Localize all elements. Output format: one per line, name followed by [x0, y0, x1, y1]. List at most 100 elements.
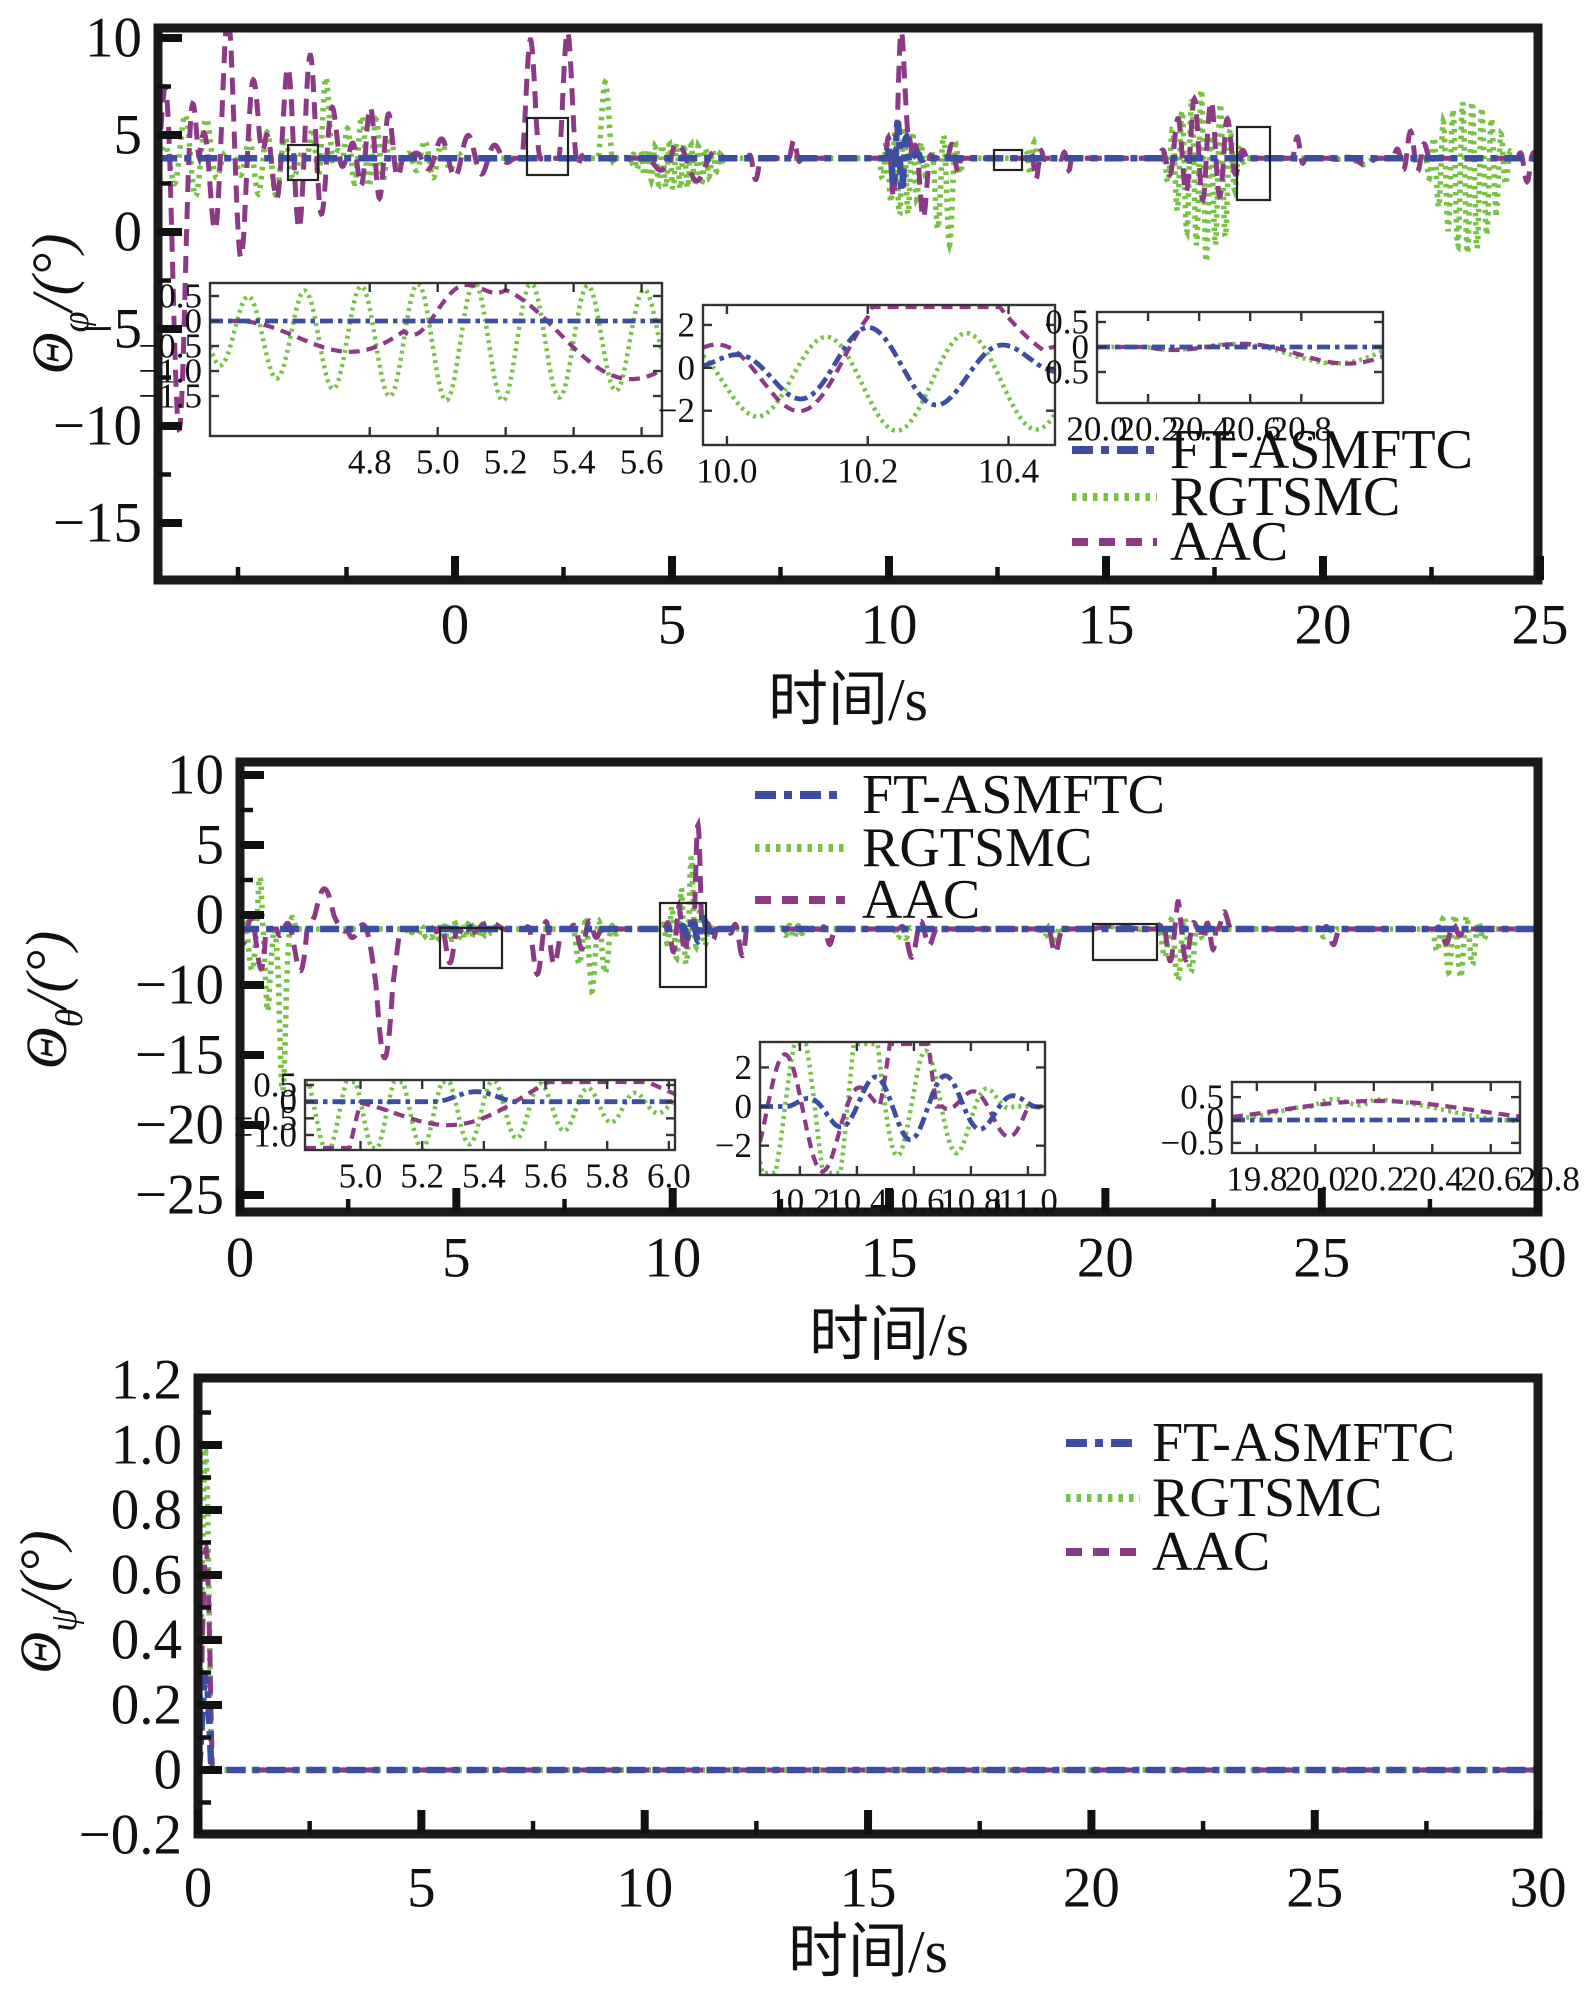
panel-theta-theta: Θθ/(°)	[14, 757, 1543, 1217]
inset-frame	[701, 303, 1057, 447]
inset-y-tick-label: −2	[715, 1126, 752, 1165]
y-tick-label: −25	[135, 1164, 224, 1227]
x-tick-label: 15	[861, 1227, 918, 1290]
y-tick-label: −5	[81, 298, 142, 361]
y-tick-label: −10	[53, 395, 142, 458]
inset-x-tick-label: 5.2	[400, 1157, 444, 1196]
inset-bg	[760, 1042, 1045, 1175]
x-tick-label: 0	[441, 594, 470, 657]
inset-x-tick-label: 10.2	[769, 1182, 830, 1221]
legend-label-ft-asmftc: FT-ASMFTC	[862, 764, 1165, 826]
inset-frame	[208, 281, 664, 438]
x-tick-label: 5	[658, 594, 687, 657]
inset-series-rgtsmc	[704, 330, 1054, 433]
y-tick-label: −10	[135, 954, 224, 1017]
y-tick-label: 10	[85, 7, 142, 70]
inset-series-ft-asmftc	[704, 325, 1054, 408]
inset-x-tick-label: 10.0	[696, 452, 757, 491]
inset-x-tick-label: 20.4	[1169, 410, 1230, 449]
inset-x-tick-label: 5.0	[416, 443, 460, 482]
inset-y-tick-label: 0	[735, 1087, 753, 1126]
inset-1	[701, 303, 1057, 447]
y-tick-label: 5	[114, 104, 143, 167]
inset-series-aac	[704, 306, 1054, 414]
inset-y-tick-label: −0.5	[1161, 1123, 1225, 1162]
inset-plot-area	[1098, 341, 1382, 366]
series-ft-asmftc	[201, 1671, 1535, 1774]
inset-bg	[703, 305, 1055, 445]
inset-y-tick-label: 0	[185, 302, 203, 341]
plot-area	[161, 31, 1535, 433]
inset-x-tick-label: 10.4	[978, 452, 1039, 491]
inset-x-tick-label: 5.6	[524, 1157, 568, 1196]
y-tick-label: −15	[53, 492, 142, 555]
inset-x-tick-label: 20.0	[1066, 410, 1127, 449]
inset-series-rgtsmc	[306, 1081, 674, 1149]
inset-frame	[1230, 1080, 1522, 1155]
zoom-region-box-1	[525, 116, 570, 177]
zoom-region-box-0	[286, 143, 320, 182]
inset-frame	[758, 1040, 1047, 1177]
inset-series-rgtsmc	[761, 1043, 1044, 1174]
x-tick-label: 20	[1063, 1857, 1120, 1920]
plot-area	[201, 1442, 1535, 1774]
x-tick-label: 0	[226, 1227, 255, 1290]
legend-label-ft-asmftc: FT-ASMFTC	[1170, 419, 1473, 481]
zoom-region-box-0	[438, 926, 504, 970]
inset-plot-area	[761, 1043, 1044, 1174]
x-tick-label: 25	[1286, 1857, 1343, 1920]
inset-y-tick-label: 0.5	[1045, 303, 1089, 342]
x-tick-label: 30	[1510, 1857, 1567, 1920]
inset-series-ft-asmftc	[761, 1073, 1044, 1143]
inset-frame	[303, 1078, 677, 1152]
axes-frame	[153, 23, 1543, 585]
inset-plot-area	[1233, 1096, 1519, 1124]
inset-0	[208, 281, 664, 438]
inset-y-tick-label: −1.0	[139, 352, 203, 391]
inset-x-tick-label: 20.0	[1285, 1160, 1346, 1199]
inset-x-tick-label: 20.2	[1117, 410, 1178, 449]
zoom-region-box-2	[1091, 922, 1159, 962]
panel-theta-phi: Θφ/(°)	[20, 23, 1544, 585]
inset-y-tick-label: 0.5	[253, 1066, 297, 1105]
legend-label-aac: AAC	[1170, 511, 1288, 573]
inset-x-tick-label: 20.8	[1271, 410, 1332, 449]
x-tick-label: 15	[1078, 594, 1135, 657]
inset-x-tick-label: 20.6	[1460, 1160, 1521, 1199]
inset-x-tick-label: 10.6	[883, 1182, 944, 1221]
inset-series-ft-asmftc	[306, 1089, 674, 1105]
inset-y-tick-label: 0	[678, 348, 696, 387]
y-tick-label: 0	[114, 201, 143, 264]
inset-plot-area	[306, 1081, 674, 1149]
inset-2	[1230, 1080, 1522, 1155]
inset-x-tick-label: 10.2	[837, 452, 898, 491]
inset-x-tick-label: 5.8	[585, 1157, 629, 1196]
inset-2	[1095, 310, 1385, 405]
inset-y-tick-label: −0.5	[234, 1099, 298, 1138]
legend-label-aac: AAC	[1152, 1521, 1270, 1583]
y-tick-label: 0.6	[111, 1544, 182, 1607]
y-tick-label: 10	[167, 744, 224, 807]
inset-x-tick-label: 4.8	[348, 443, 392, 482]
y-tick-label: 1.2	[111, 1349, 182, 1412]
y-tick-label: 0	[154, 1739, 183, 1802]
inset-y-tick-label: 0	[280, 1082, 298, 1121]
inset-x-tick-label: 5.4	[462, 1157, 506, 1196]
inset-y-tick-label: −2	[658, 391, 695, 430]
legend-label-rgtsmc: RGTSMC	[1170, 466, 1400, 528]
x-tick-label: 5	[407, 1857, 436, 1920]
inset-bg	[1097, 312, 1383, 403]
inset-x-tick-label: 11.0	[998, 1182, 1058, 1221]
y-tick-label: 0.4	[111, 1609, 182, 1672]
inset-frame	[1095, 310, 1385, 405]
inset-series-rgtsmc	[211, 284, 661, 403]
inset-x-tick-label: 5.0	[339, 1157, 383, 1196]
inset-plot-area	[704, 306, 1054, 433]
panel-theta-psi: Θψ/(°)	[8, 1373, 1543, 1839]
x-axis-title: 时间/s	[768, 667, 928, 733]
x-tick-label: 20	[1077, 1227, 1134, 1290]
y-tick-label: 0.8	[111, 1479, 182, 1542]
inset-bg	[210, 283, 662, 436]
inset-x-tick-label: 6.0	[647, 1157, 691, 1196]
